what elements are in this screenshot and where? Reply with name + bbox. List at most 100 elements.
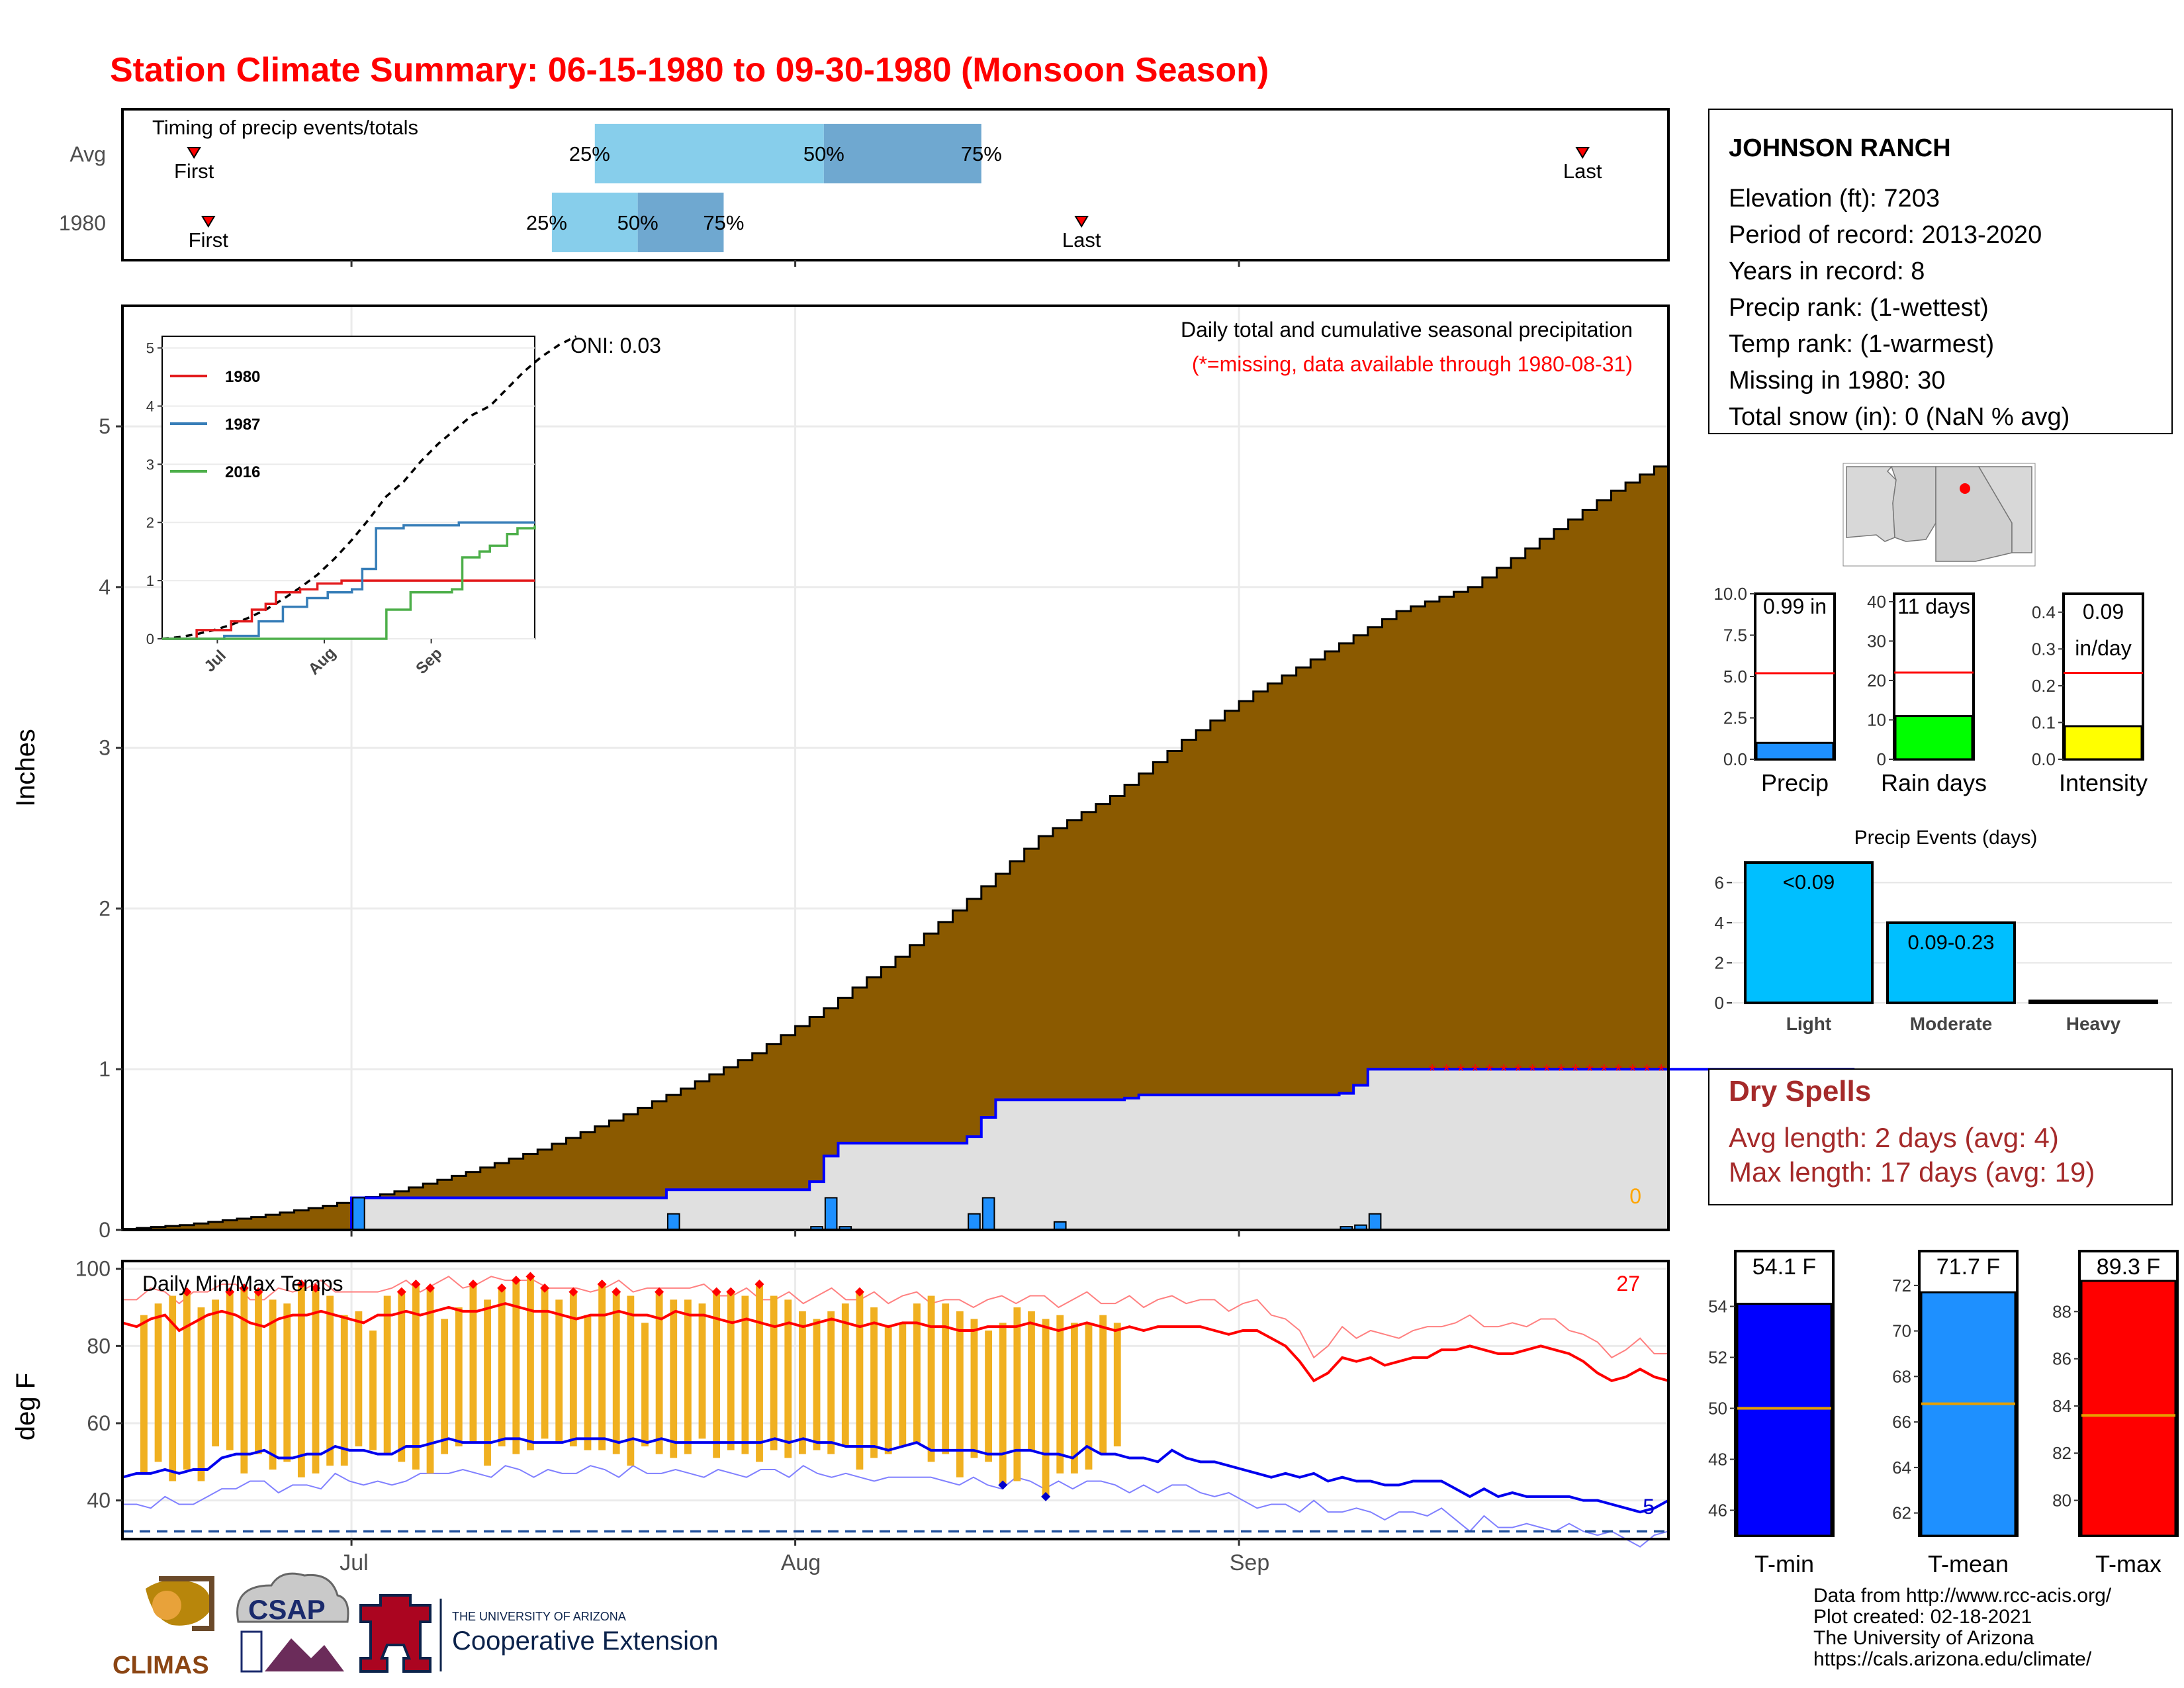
timing-row-label-1980: 1980 [59, 211, 106, 235]
daily-temp-bar [641, 1323, 649, 1446]
daily-temp-bar [340, 1315, 348, 1466]
daily-temp-bar [226, 1291, 234, 1450]
inset-ytick-label: 1 [146, 573, 154, 589]
missing-day-marker: * [1443, 1060, 1450, 1081]
info-line: Precip rank: (1-wettest) [1729, 294, 1989, 322]
inset-frame [161, 336, 535, 639]
hot-day-marker [854, 1287, 864, 1297]
timing-last-label: Last [1062, 228, 1101, 252]
cumulative-1980-fill [122, 1069, 1855, 1230]
daily-precip-bar [824, 1197, 838, 1231]
missing-note: (*=missing, data available through 1980-… [1192, 352, 1633, 376]
season-temp-bars: 46 48 50 52 54 54.1 F T-min 62 64 66 68 70 72 71.7 F T… [1708, 1250, 2179, 1577]
timing-last-marker [1074, 216, 1089, 228]
mini-ytick-label: 5.0 [1723, 667, 1747, 686]
event-category-label: Light [1786, 1013, 1831, 1034]
mini-ytick-label: 0.1 [2032, 712, 2056, 732]
missing-day-marker: * [1472, 1060, 1479, 1081]
station-info-box: JOHNSON RANCH Elevation (ft): 7203 Perio… [1708, 109, 2173, 434]
tbar-ytick-label: 72 [1892, 1276, 1911, 1295]
tbar-value-label: 71.7 F [1936, 1254, 2000, 1280]
timing-row-label-avg: Avg [69, 142, 106, 166]
mini-ytick-label: 20 [1867, 671, 1886, 690]
daily-temp-bar [698, 1303, 706, 1439]
daily-temp-bar [412, 1284, 420, 1470]
timing-box-lower [594, 124, 824, 183]
mini-ytick-label: 10.0 [1713, 584, 1747, 604]
mini-ytick-label: 0.0 [2032, 749, 2056, 769]
mountain-icon [265, 1638, 344, 1671]
daily-temp-bar [627, 1295, 635, 1466]
daily-temp-bar [756, 1284, 763, 1462]
daily-temp-bar [985, 1331, 992, 1462]
daily-temp-bar [727, 1291, 735, 1450]
daily-temp-bar [784, 1299, 792, 1458]
climas-sun-icon [152, 1591, 181, 1620]
climas-logo: CLIMAS [113, 1576, 214, 1679]
record-max-line [122, 1276, 1668, 1359]
daily-temp-bar [426, 1288, 434, 1474]
page-title: Station Climate Summary: 06-15-1980 to 0… [110, 51, 1269, 89]
avg-tmax-line [122, 1302, 1669, 1383]
climas-frame-icon [159, 1576, 214, 1631]
hot-day-marker [569, 1287, 578, 1297]
daily-temp-bar [1113, 1323, 1121, 1446]
precip-ytick-label: 5 [99, 414, 111, 438]
locator-map [1843, 463, 2036, 567]
daily-temp-bar [1042, 1319, 1050, 1497]
hot-day-marker [597, 1280, 607, 1289]
hot-day-marker [239, 1283, 249, 1293]
missing-day-marker: * [1529, 1060, 1536, 1081]
daily-temp-bar [569, 1291, 577, 1446]
precip-ytick-label: 1 [99, 1057, 111, 1081]
daily-precip-bar [968, 1213, 981, 1231]
tbar-ytick-label: 46 [1708, 1501, 1727, 1521]
daily-temp-bar [169, 1295, 177, 1481]
daily-temp-bar [584, 1315, 592, 1450]
timing-p50-label: 50% [617, 211, 659, 234]
tbar-ytick-label: 64 [1892, 1458, 1911, 1477]
events-title: Precip Events (days) [1854, 827, 2038, 849]
tbar-value-label: 89.3 F [2097, 1254, 2160, 1280]
daily-precip-bar [981, 1197, 995, 1231]
timing-p50-label: 50% [803, 142, 844, 165]
ua-big-text: Cooperative Extension [452, 1626, 718, 1656]
tbar-ytick-label: 50 [1708, 1399, 1727, 1419]
credit-line: Data from http://www.rcc-acis.org/ [1813, 1585, 2112, 1607]
csap-wordmark: CSAP [248, 1594, 326, 1625]
daily-temp-bar [884, 1327, 892, 1454]
mini-value-bar [1755, 741, 1835, 761]
event-bar-light [1744, 861, 1874, 1004]
tbar-axis-label: T-max [2095, 1550, 2161, 1577]
precip-ytick-label: 3 [99, 736, 111, 760]
timing-first-marker [201, 216, 216, 228]
inset-ytick-label: 3 [146, 456, 154, 473]
hot-day-marker [711, 1287, 721, 1297]
precip-corner-count: 0 [1629, 1184, 1641, 1208]
daily-temp-bar [799, 1311, 806, 1454]
daily-temp-bar [1070, 1323, 1078, 1474]
daily-precip-bar [1368, 1213, 1382, 1231]
timing-title: Timing of precip events/totals [152, 116, 418, 139]
mini-axis-label: Rain days [1881, 769, 1987, 796]
hot-day-marker [426, 1283, 435, 1293]
x-tick-sep: Sep [1230, 1550, 1270, 1575]
daily-temp-bar [1028, 1311, 1035, 1450]
daily-temp-bar [713, 1291, 721, 1458]
tbar-ytick-label: 84 [2052, 1396, 2071, 1416]
tbar-ytick-label: 82 [2052, 1443, 2071, 1463]
daily-temp-bar [927, 1295, 935, 1462]
daily-temp-bar [369, 1331, 377, 1450]
tbar-ytick-label: 68 [1892, 1366, 1911, 1386]
daily-temp-bar [741, 1295, 749, 1454]
map-nevada [1890, 466, 1936, 542]
oni-label: ONI: 0.03 [570, 334, 661, 357]
precip-events-chart: Precip Events (days) 0 2 4 6 <0.09 Light 0.09-… [1715, 827, 2172, 1034]
inset-legend-label: 2016 [225, 463, 260, 481]
daily-temp-bar [398, 1291, 406, 1462]
precip-ytick-label: 2 [99, 896, 111, 920]
inset-ytick-label: 4 [146, 398, 154, 414]
tbar-ytick-label: 66 [1892, 1412, 1911, 1432]
daily-temp-bar [1056, 1315, 1064, 1474]
daily-temp-bar [240, 1288, 248, 1474]
